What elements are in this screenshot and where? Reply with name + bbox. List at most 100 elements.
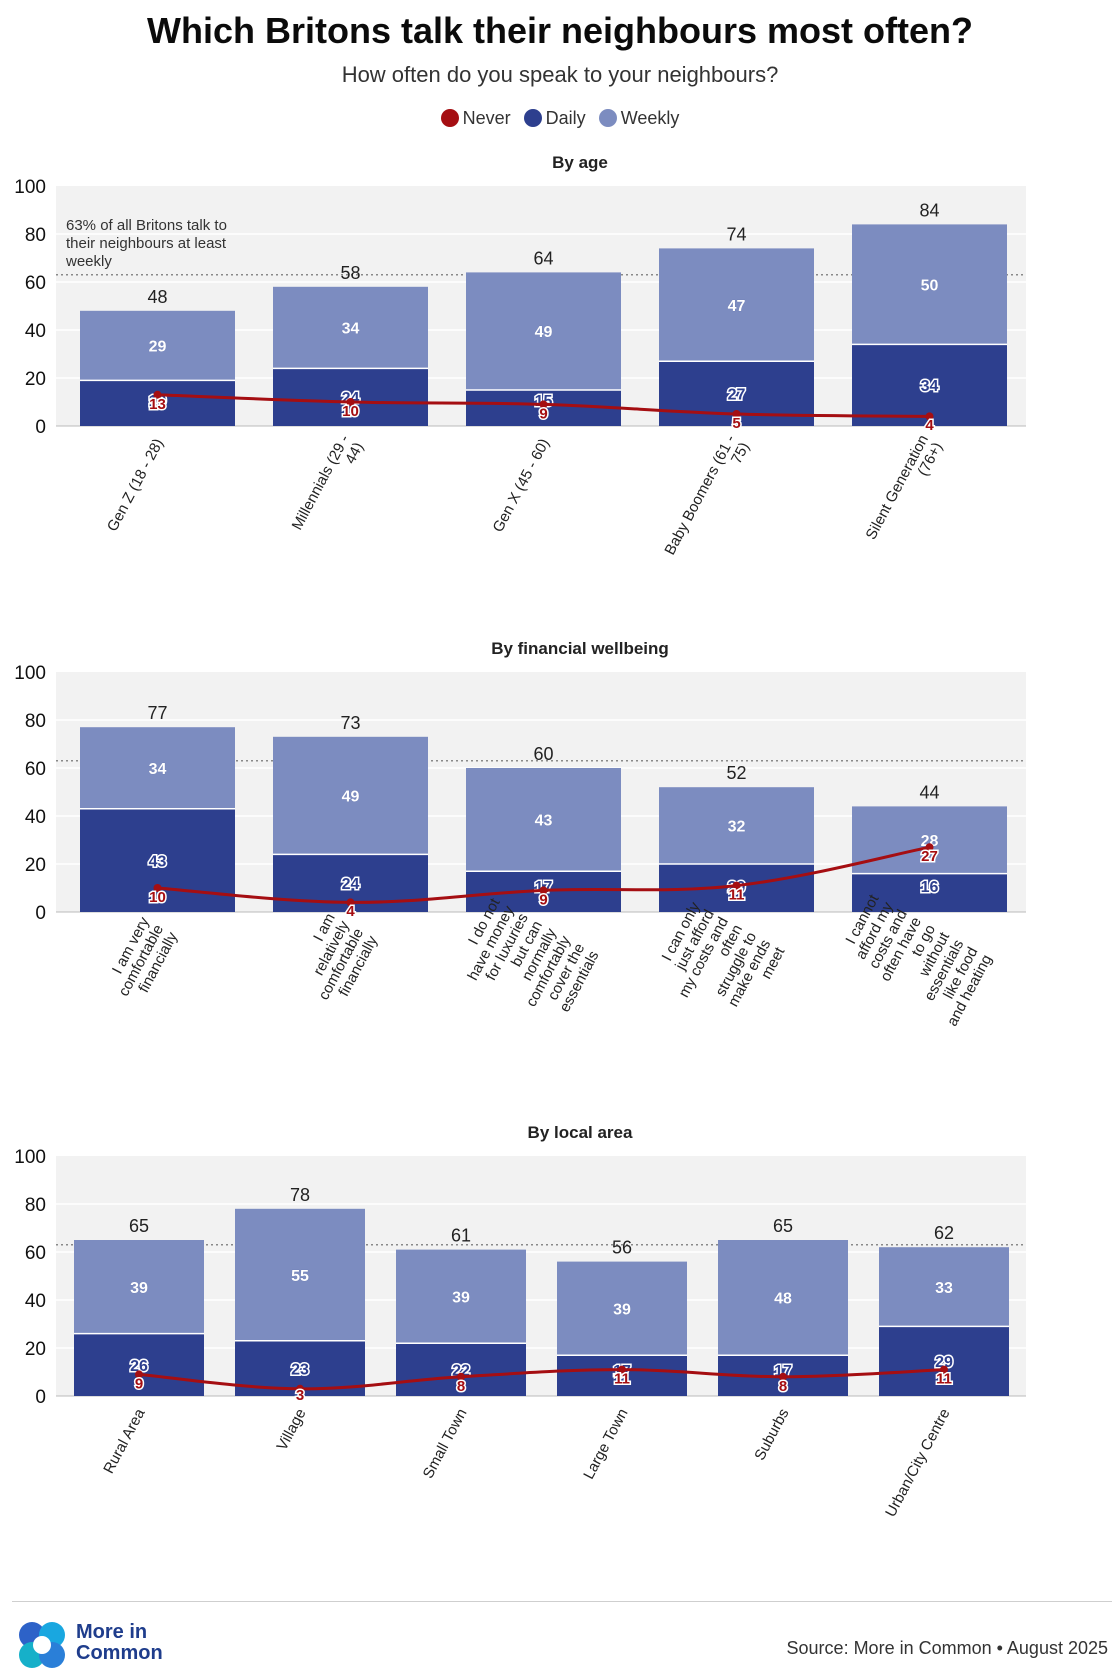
chart1-bar-weekly-2 [273, 286, 428, 369]
chart3-x-tick-6-line: Urban/City Centre [882, 1406, 953, 1520]
chart1-total-label-5: 84 [919, 200, 939, 220]
chart2-never-point-4 [732, 881, 741, 890]
chart2-never-label-5: 27 [921, 848, 938, 865]
logo-text: More in Common [76, 1621, 163, 1664]
chart3-x-tick-1: Rural Area [100, 1405, 149, 1476]
chart2-bar-daily-5 [852, 873, 1007, 912]
chart1-daily-label-4: 27 [728, 387, 746, 404]
chart1-bar-weekly-5 [852, 224, 1007, 345]
chart2-title: By financial wellbeing [491, 639, 669, 658]
chart3-weekly-label-6: 33 [935, 1280, 953, 1297]
chart1-total-label-2: 58 [340, 263, 360, 283]
chart2-total-label-4: 52 [726, 763, 746, 783]
chart1-x-tick-4-line: Baby Boomers (61 - [661, 432, 739, 558]
legend-label-daily: Daily [545, 108, 586, 128]
chart2-bar-daily-1 [80, 808, 235, 912]
chart-subtitle: How often do you speak to your neighbour… [341, 62, 779, 87]
chart3-total-label-6: 62 [934, 1223, 954, 1243]
chart3-never-label-5: 8 [779, 1378, 787, 1395]
chart3-never-point-5 [779, 1372, 787, 1381]
chart2-y-tick-0: 0 [35, 903, 46, 924]
chart2-y-tick-40: 40 [25, 807, 46, 828]
chart2-weekly-label-3: 43 [535, 813, 553, 830]
chart3-bar-weekly-5 [718, 1240, 848, 1356]
chart1-never-point-2 [346, 398, 355, 406]
chart2-bar-weekly-4 [659, 787, 814, 864]
chart1-bar-daily-2 [273, 368, 428, 426]
chart3-never-label-2: 3 [296, 1387, 304, 1404]
chart1-never-label-4: 5 [732, 415, 740, 432]
legend-item-never: Never [440, 108, 511, 129]
chart1-bar-weekly-4 [659, 248, 814, 362]
chart2-x-tick-1: I am verycomfortablefinancially [101, 914, 181, 1007]
chart2-total-label-2: 73 [340, 713, 360, 733]
chart3-total-label-5: 65 [773, 1216, 793, 1236]
chart1-never-label-3: 9 [539, 405, 547, 422]
legend-label-never: Never [462, 108, 511, 128]
chart3-daily-label-2: 23 [291, 1361, 309, 1378]
chart3-never-point-1 [135, 1370, 143, 1379]
chart1-never-point-1 [153, 390, 162, 399]
chart3-title: By local area [528, 1123, 633, 1142]
chart3-y-tick-20: 20 [25, 1339, 46, 1360]
chart2-y-tick-80: 80 [25, 711, 46, 732]
chart1-x-tick-2: Millennials (29 -44) [289, 432, 367, 540]
chart3-never-point-6 [940, 1365, 948, 1374]
chart1-x-tick-5-line: Silent Generation [863, 432, 932, 542]
legend-item-daily: Daily [523, 108, 586, 129]
chart1-y-tick-20: 20 [25, 369, 46, 390]
chart3-weekly-label-2: 55 [291, 1268, 309, 1285]
annotation-line-3: weekly [65, 253, 112, 270]
chart1-bar-daily-1 [80, 380, 235, 426]
chart2-bar-weekly-2 [273, 736, 428, 855]
chart3-x-tick-1-line: Rural Area [100, 1405, 149, 1476]
chart1-x-tick-1: Gen Z (18 - 28) [104, 436, 167, 535]
chart1-weekly-label-1: 29 [149, 339, 167, 356]
chart3-weekly-label-5: 48 [774, 1291, 792, 1308]
legend-swatch-never [440, 109, 459, 127]
chart2-daily-label-1: 43 [149, 853, 167, 870]
chart3-bar-daily-4 [557, 1355, 687, 1396]
chart1-daily-label-5: 34 [921, 378, 939, 395]
chart1-never-label-1: 13 [149, 396, 166, 413]
chart2-bar-weekly-3 [466, 768, 621, 872]
chart1-title: By age [552, 153, 608, 172]
footer-divider [12, 1601, 1112, 1602]
chart1-x-tick-1-line: Gen Z (18 - 28) [104, 436, 167, 535]
chart2-never-point-5 [925, 843, 934, 852]
chart3-never-label-4: 11 [614, 1371, 630, 1388]
chart1-never-label-2: 10 [342, 403, 359, 420]
chart2-x-tick-3: I do nothave moneyfor luxuriesbut cannor… [450, 895, 603, 1028]
chart3-never-line [138, 1368, 945, 1391]
chart2-y-tick-100: 100 [14, 663, 46, 684]
chart3-never-point-2 [296, 1384, 304, 1393]
chart3-never-label-1: 9 [135, 1375, 143, 1392]
chart2-never-label-3: 9 [539, 891, 547, 908]
chart3-x-tick-5-line: Suburbs [751, 1406, 792, 1463]
legend-swatch-weekly [598, 109, 617, 127]
chart2-never-label-1: 10 [149, 889, 166, 906]
chart2-never-label-4: 11 [729, 887, 745, 904]
chart2-weekly-label-4: 32 [728, 819, 746, 836]
chart3-x-tick-2-line: Village [274, 1406, 310, 1454]
legend: Never Daily Weekly [0, 108, 1120, 129]
chart1-x-tick-4: Baby Boomers (61 -75) [661, 432, 753, 565]
chart1-x-tick-5: Silent Generation(76+) [863, 432, 947, 550]
chart3-x-tick-5: Suburbs [751, 1406, 792, 1463]
chart1-bar-weekly-1 [80, 310, 235, 381]
chart2-total-label-3: 60 [533, 744, 553, 764]
chart1-weekly-label-3: 49 [535, 324, 553, 341]
chart2-weekly-label-2: 49 [342, 789, 360, 806]
chart3-total-label-2: 78 [290, 1185, 310, 1205]
chart3-total-label-3: 61 [451, 1226, 471, 1246]
chart1-never-label-5: 4 [925, 417, 934, 434]
chart3-bar-daily-3 [396, 1343, 526, 1396]
source-note: Source: More in Common • August 2025 [786, 1638, 1108, 1658]
chart2-y-tick-20: 20 [25, 855, 46, 876]
chart2-x-tick-2: I amrelativelycomfortablefinancially [287, 910, 381, 1010]
chart3-x-tick-2: Village [274, 1406, 310, 1454]
chart3-x-tick-3: Small Town [420, 1406, 471, 1481]
chart2-bar-weekly-1 [80, 727, 235, 809]
chart1-total-label-1: 48 [147, 287, 167, 307]
